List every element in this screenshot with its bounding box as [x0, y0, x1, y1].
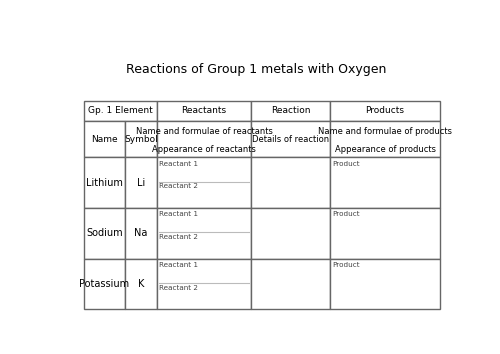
Bar [84, 101, 157, 121]
Text: K: K [138, 279, 144, 289]
Bar [125, 158, 157, 208]
Text: Name and formulae of reactants: Name and formulae of reactants [136, 127, 272, 136]
Bar [330, 259, 440, 309]
Bar [252, 259, 330, 309]
Text: Details of reaction: Details of reaction [252, 135, 329, 144]
Bar [84, 158, 125, 208]
Text: Products: Products [366, 107, 405, 115]
Text: Gp. 1 Element: Gp. 1 Element [88, 107, 152, 115]
Bar [125, 208, 157, 259]
Text: Reactant 1: Reactant 1 [159, 211, 198, 217]
Text: Reactant 2: Reactant 2 [159, 183, 198, 189]
Text: Reactant 1: Reactant 1 [159, 262, 198, 268]
Bar [157, 208, 252, 259]
Text: Na: Na [134, 228, 147, 238]
Bar [125, 121, 157, 158]
Bar [330, 208, 440, 259]
Bar [84, 259, 125, 309]
Bar [252, 208, 330, 259]
Text: Potassium: Potassium [79, 279, 130, 289]
Text: Reactions of Group 1 metals with Oxygen: Reactions of Group 1 metals with Oxygen [126, 63, 386, 76]
Bar [330, 101, 440, 121]
Bar [252, 101, 330, 121]
Text: Symbol: Symbol [124, 135, 158, 144]
Text: Appearance of products: Appearance of products [334, 145, 436, 154]
Text: Reactant 2: Reactant 2 [159, 285, 198, 291]
Text: Product: Product [332, 211, 359, 217]
Text: Reactant 2: Reactant 2 [159, 234, 198, 240]
Bar [330, 158, 440, 208]
Text: Li: Li [136, 178, 145, 188]
Text: Reactants: Reactants [182, 107, 226, 115]
Text: Product: Product [332, 161, 359, 167]
Bar [157, 101, 252, 121]
Text: Lithium: Lithium [86, 178, 122, 188]
Text: Reactant 1: Reactant 1 [159, 161, 198, 167]
Bar [157, 121, 252, 158]
Bar [84, 208, 125, 259]
Bar [252, 121, 330, 158]
Bar [330, 121, 440, 158]
Bar [157, 259, 252, 309]
Bar [252, 158, 330, 208]
Text: Product: Product [332, 262, 359, 268]
Text: Appearance of reactants: Appearance of reactants [152, 145, 256, 154]
Text: Name and formulae of products: Name and formulae of products [318, 127, 452, 136]
Text: Sodium: Sodium [86, 228, 122, 238]
Bar [84, 121, 125, 158]
Bar [125, 259, 157, 309]
Text: Reaction: Reaction [271, 107, 310, 115]
Text: Name: Name [91, 135, 118, 144]
Bar [157, 158, 252, 208]
